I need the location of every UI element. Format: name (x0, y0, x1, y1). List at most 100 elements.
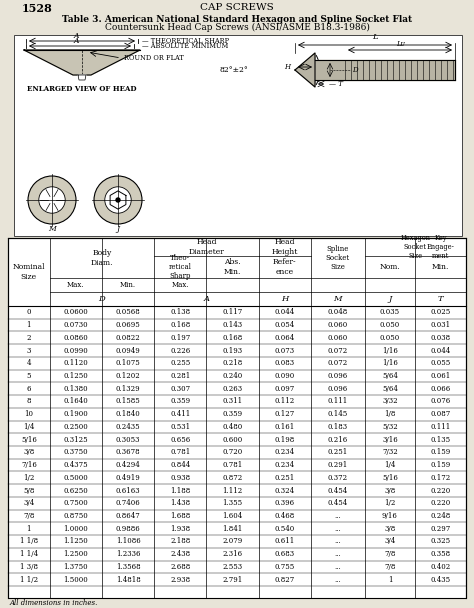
Text: 4: 4 (27, 359, 31, 367)
Text: T: T (438, 295, 444, 303)
Text: 0.087: 0.087 (430, 410, 451, 418)
Polygon shape (78, 75, 86, 80)
Text: 0.251: 0.251 (328, 448, 348, 457)
Text: 5: 5 (27, 372, 31, 380)
Text: 0.3750: 0.3750 (64, 448, 88, 457)
Text: 0.168: 0.168 (170, 321, 191, 329)
Circle shape (105, 187, 131, 213)
Text: ...: ... (334, 576, 341, 584)
Polygon shape (315, 60, 455, 80)
Text: 0.1640: 0.1640 (64, 398, 88, 406)
Text: 0.251: 0.251 (274, 474, 295, 482)
Text: 1: 1 (27, 321, 31, 329)
Text: Nom.: Nom. (380, 263, 400, 271)
Text: 0.197: 0.197 (170, 334, 191, 342)
Text: 0.9886: 0.9886 (116, 525, 140, 533)
Text: 0.311: 0.311 (222, 398, 243, 406)
Text: 0.111: 0.111 (328, 398, 348, 406)
Text: 0.2435: 0.2435 (116, 423, 140, 431)
Text: 2.079: 2.079 (222, 537, 243, 545)
Text: 0.066: 0.066 (430, 385, 451, 393)
Text: 0.0822: 0.0822 (116, 334, 140, 342)
Text: 0.6250: 0.6250 (64, 486, 88, 494)
Text: 0.0695: 0.0695 (116, 321, 140, 329)
Text: 2.316: 2.316 (222, 550, 243, 558)
Text: Body
Diam.: Body Diam. (91, 249, 113, 266)
Text: 5/16: 5/16 (21, 436, 37, 444)
Text: 1/4: 1/4 (23, 423, 35, 431)
Text: 0.938: 0.938 (170, 474, 191, 482)
Text: 0.097: 0.097 (274, 385, 295, 393)
Text: 0.1380: 0.1380 (64, 385, 88, 393)
Text: 0.844: 0.844 (170, 461, 191, 469)
Text: 1.1250: 1.1250 (64, 537, 88, 545)
Text: 0.073: 0.073 (274, 347, 295, 354)
Text: ...: ... (334, 525, 341, 533)
Text: 1.3568: 1.3568 (116, 563, 140, 571)
Text: 1/2: 1/2 (384, 499, 396, 507)
Text: 0.1202: 0.1202 (116, 372, 140, 380)
Text: 1.2336: 1.2336 (116, 550, 140, 558)
Text: Lᴜ: Lᴜ (396, 40, 404, 48)
Text: 8: 8 (27, 398, 31, 406)
Bar (8, 238, 466, 598)
Text: 0.198: 0.198 (274, 436, 295, 444)
Text: 1.1086: 1.1086 (116, 537, 140, 545)
Text: 0.248: 0.248 (430, 512, 451, 520)
Text: 0.055: 0.055 (430, 359, 451, 367)
Text: Spline
Socket
Size: Spline Socket Size (326, 245, 350, 271)
Text: 0.083: 0.083 (274, 359, 295, 367)
Text: 0.1900: 0.1900 (64, 410, 88, 418)
Text: 1/16: 1/16 (382, 347, 398, 354)
Text: 0.050: 0.050 (380, 321, 400, 329)
Text: 5/64: 5/64 (382, 385, 398, 393)
Text: 3/16: 3/16 (382, 436, 398, 444)
Text: — THEORETICAL SHARP: — THEORETICAL SHARP (142, 37, 229, 45)
Text: 0.297: 0.297 (430, 525, 451, 533)
Text: 1.604: 1.604 (222, 512, 243, 520)
Text: D: D (99, 295, 105, 303)
Text: Min.: Min. (432, 263, 449, 271)
Text: 0.872: 0.872 (222, 474, 243, 482)
Text: 0.411: 0.411 (170, 410, 191, 418)
Text: 0.3053: 0.3053 (116, 436, 140, 444)
Text: 0.263: 0.263 (222, 385, 243, 393)
Text: 1.438: 1.438 (170, 499, 191, 507)
Text: L: L (372, 33, 378, 41)
Text: 3/8: 3/8 (384, 525, 395, 533)
Text: CAP SCREWS: CAP SCREWS (200, 4, 274, 13)
Circle shape (94, 176, 142, 224)
Text: — ABSOLUTE MINIMUM: — ABSOLUTE MINIMUM (142, 42, 228, 50)
Text: 0.1329: 0.1329 (116, 385, 140, 393)
Text: ...: ... (334, 512, 341, 520)
Text: 6: 6 (27, 385, 31, 393)
Text: 0.112: 0.112 (274, 398, 295, 406)
Text: 0.220: 0.220 (430, 499, 451, 507)
Text: ROUND OR FLAT: ROUND OR FLAT (124, 54, 184, 62)
Text: 2.188: 2.188 (170, 537, 191, 545)
Text: 0.8750: 0.8750 (64, 512, 88, 520)
Text: 0.531: 0.531 (170, 423, 191, 431)
Text: 0.226: 0.226 (170, 347, 191, 354)
Text: 1.5000: 1.5000 (64, 576, 88, 584)
Text: H: H (281, 295, 288, 303)
Text: Theo-
retical
Sharp: Theo- retical Sharp (169, 254, 192, 280)
Text: 9/16: 9/16 (382, 512, 398, 520)
Text: 1 1/2: 1 1/2 (20, 576, 38, 584)
Text: 1/4: 1/4 (384, 461, 396, 469)
Text: 0.435: 0.435 (430, 576, 451, 584)
Text: 0.050: 0.050 (380, 334, 400, 342)
Text: 0.0990: 0.0990 (64, 347, 88, 354)
Text: 7/8: 7/8 (23, 512, 35, 520)
Text: 0.291: 0.291 (328, 461, 348, 469)
Text: 1.188: 1.188 (170, 486, 191, 494)
Text: 5/64: 5/64 (382, 372, 398, 380)
Text: Refer-
ence: Refer- ence (273, 258, 297, 275)
Text: 2.938: 2.938 (170, 576, 191, 584)
Text: 0.827: 0.827 (274, 576, 295, 584)
Text: 1.938: 1.938 (170, 525, 191, 533)
Text: 7/8: 7/8 (384, 563, 396, 571)
Polygon shape (24, 50, 140, 75)
Text: 0.054: 0.054 (274, 321, 295, 329)
Text: 0.611: 0.611 (274, 537, 295, 545)
